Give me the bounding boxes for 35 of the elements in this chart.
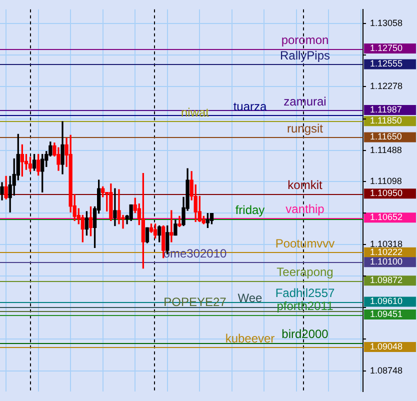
y-tick-label: 1.11098 bbox=[370, 176, 402, 186]
ref-line-label: zamurai bbox=[284, 94, 326, 108]
y-tick-label: 1.09048 bbox=[370, 341, 403, 352]
y-tick-label: 1.11987 bbox=[370, 104, 402, 115]
y-tick-label: 1.10950 bbox=[370, 188, 403, 198]
candlestick bbox=[113, 188, 117, 226]
y-tick-label: 1.11650 bbox=[370, 132, 402, 142]
ref-line-label: tuarza bbox=[233, 99, 267, 114]
ref-line-label: vanthip bbox=[286, 202, 325, 216]
ref-line-label: Wee bbox=[238, 290, 263, 305]
ref-line-label: poromon bbox=[281, 32, 329, 47]
y-tick-label: 1.12278 bbox=[370, 81, 403, 92]
ref-line-label: Teerapong bbox=[276, 264, 334, 279]
y-tick-label: 1.12555 bbox=[370, 58, 403, 69]
ref-line-label: rungsit bbox=[286, 122, 324, 136]
y-tick-label: 1.10652 bbox=[370, 212, 403, 222]
ref-line-label: kubeever bbox=[225, 331, 275, 346]
y-tick-label: 1.10100 bbox=[370, 256, 403, 267]
ref-line-label: bird2000 bbox=[282, 327, 329, 342]
ref-line-label: komkit bbox=[288, 178, 323, 192]
y-tick-label: 1.09451 bbox=[370, 309, 403, 319]
ref-line-label: friday bbox=[235, 203, 265, 218]
y-tick-label: 1.10222 bbox=[370, 246, 403, 257]
y-tick-label: 1.09610 bbox=[370, 296, 403, 306]
y-tick-label: 1.13058 bbox=[370, 18, 403, 28]
y-tick-label: 1.10318 bbox=[370, 239, 403, 250]
ref-line-label: Fadhil2557 bbox=[275, 286, 336, 300]
y-tick-label: 1.08748 bbox=[370, 366, 403, 376]
y-tick-label: 1.11850 bbox=[370, 116, 402, 126]
ref-line-label: Pootumvvv bbox=[275, 236, 335, 251]
y-tick-label: 1.11488 bbox=[370, 144, 402, 155]
candlestick bbox=[178, 216, 182, 228]
ref-line-label: RallyPips bbox=[280, 48, 330, 63]
y-tick-label: 1.09872 bbox=[370, 275, 403, 286]
y-tick-label: 1.12750 bbox=[370, 42, 403, 53]
